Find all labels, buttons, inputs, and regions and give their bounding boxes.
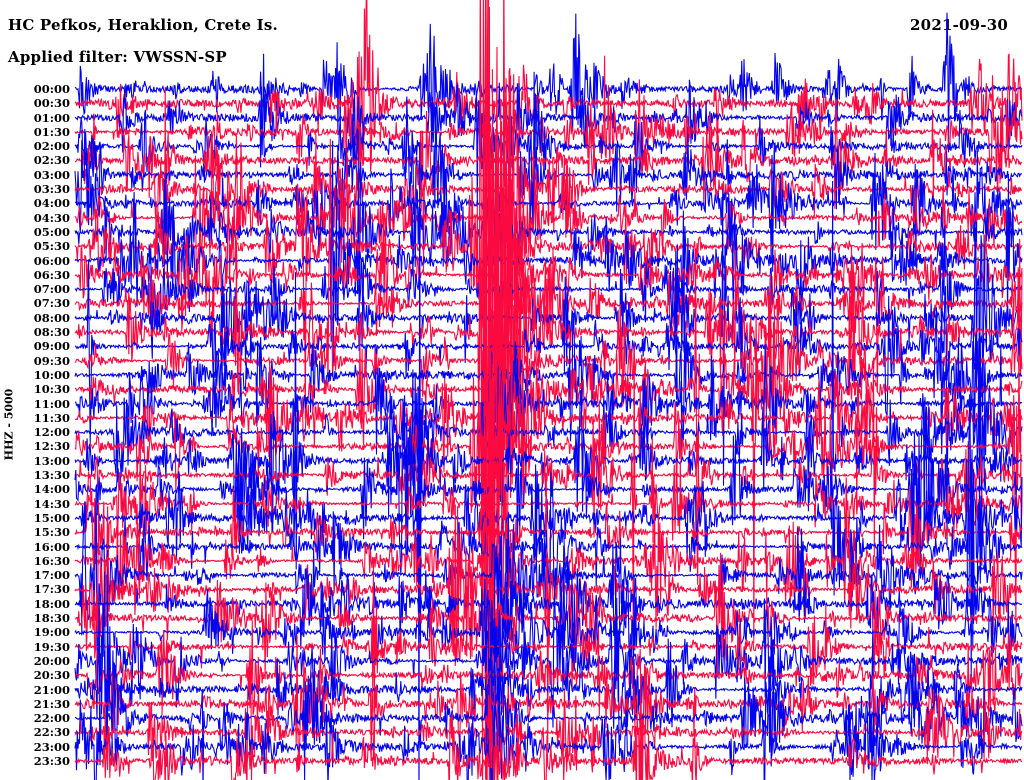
seismogram-trace-11:30 — [74, 244, 1023, 644]
time-label-07:30: 07:30 — [33, 296, 70, 311]
seismogram-trace-13:30 — [74, 357, 1023, 558]
seismogram-trace-16:00 — [74, 394, 1023, 687]
time-label-03:30: 03:30 — [33, 182, 70, 197]
time-label-19:30: 19:30 — [33, 639, 70, 654]
time-label-00:30: 00:30 — [33, 96, 70, 111]
time-label-23:30: 23:30 — [33, 754, 70, 768]
seismogram-trace-07:00 — [74, 188, 1023, 486]
time-label-06:30: 06:30 — [33, 267, 70, 282]
time-label-07:00: 07:00 — [33, 282, 70, 297]
seismogram-trace-14:30 — [74, 350, 1023, 677]
seismogram-trace-20:00 — [74, 571, 1023, 741]
seismogram-trace-19:00 — [74, 579, 1023, 688]
time-label-03:00: 03:00 — [33, 167, 70, 182]
time-label-16:00: 16:00 — [33, 539, 70, 554]
seismogram-trace-23:30 — [74, 708, 1023, 780]
time-label-08:30: 08:30 — [33, 325, 70, 340]
time-label-20:00: 20:00 — [33, 653, 70, 668]
seismogram-trace-17:00 — [74, 487, 1023, 667]
time-label-14:30: 14:30 — [33, 496, 70, 511]
seismogram-trace-22:00 — [74, 661, 1023, 780]
time-label-12:00: 12:00 — [33, 425, 70, 440]
seismogram-trace-21:00 — [74, 603, 1023, 766]
seismogram-trace-03:30 — [74, 67, 1023, 306]
time-label-08:00: 08:00 — [33, 310, 70, 325]
date-label: 2021-09-30 — [910, 16, 1008, 34]
seismogram-trace-08:30 — [74, 0, 1023, 780]
time-axis: 00:00 00:30 01:00 01:30 02:00 02:30 03:00 03:30… — [0, 0, 70, 780]
time-label-01:00: 01:00 — [33, 110, 70, 125]
time-label-09:00: 09:00 — [33, 339, 70, 354]
seismogram-trace-04:00 — [74, 143, 1023, 272]
time-label-12:30: 12:30 — [33, 439, 70, 454]
seismogram-trace-02:00 — [74, 71, 1023, 233]
seismogram-trace-10:00 — [74, 307, 1023, 442]
seismogram-trace-13:00 — [74, 180, 1023, 541]
seismogram-trace-02:30 — [74, 97, 1023, 272]
seismogram-trace-10:30 — [75, 227, 1023, 585]
time-label-01:30: 01:30 — [33, 124, 70, 139]
seismogram-trace-05:00 — [74, 156, 1023, 319]
seismogram-trace-23:00 — [74, 681, 1023, 780]
seismogram-trace-18:30 — [74, 552, 1023, 692]
time-label-17:30: 17:30 — [33, 582, 70, 597]
time-label-11:30: 11:30 — [33, 410, 70, 425]
time-label-04:30: 04:30 — [33, 210, 70, 225]
seismogram-trace-15:30 — [74, 471, 1023, 746]
time-label-17:00: 17:00 — [33, 568, 70, 583]
seismogram-trace-18:00 — [74, 541, 1023, 666]
time-label-06:00: 06:00 — [33, 253, 70, 268]
seismogram-trace-06:00 — [74, 140, 1023, 404]
time-label-14:00: 14:00 — [33, 482, 70, 497]
seismogram-trace-12:00 — [74, 272, 1023, 570]
seismogram-trace-08:00 — [74, 227, 1023, 420]
time-label-13:00: 13:00 — [33, 453, 70, 468]
time-label-10:00: 10:00 — [33, 367, 70, 382]
seismogram-trace-21:30 — [74, 635, 1023, 770]
time-label-05:30: 05:30 — [33, 239, 70, 254]
time-label-02:30: 02:30 — [33, 153, 70, 168]
time-label-16:30: 16:30 — [33, 553, 70, 568]
time-label-10:30: 10:30 — [33, 382, 70, 397]
seismogram-trace-14:00 — [74, 142, 1023, 780]
time-label-04:00: 04:00 — [33, 196, 70, 211]
seismogram-trace-11:00 — [74, 341, 1023, 465]
seismogram-trace-17:30 — [74, 503, 1023, 659]
time-label-19:00: 19:00 — [33, 625, 70, 640]
seismogram-trace-22:30 — [74, 659, 1023, 780]
time-label-05:00: 05:00 — [33, 224, 70, 239]
time-label-21:00: 21:00 — [33, 682, 70, 697]
seismogram-trace-07:30 — [74, 0, 1023, 512]
seismogram-trace-20:30 — [74, 620, 1023, 751]
time-label-13:30: 13:30 — [33, 468, 70, 483]
seismogram-trace-19:30 — [74, 563, 1023, 713]
seismogram-trace-09:30 — [74, 110, 1023, 611]
seismogram-trace-03:00 — [74, 106, 1023, 234]
seismogram-trace-05:30 — [74, 163, 1023, 363]
time-label-22:30: 22:30 — [33, 725, 70, 740]
seismogram-trace-04:30 — [74, 0, 1023, 554]
seismogram-trace-12:30 — [74, 346, 1023, 628]
time-label-15:30: 15:30 — [33, 525, 70, 540]
seismogram-trace-09:00 — [74, 259, 1023, 546]
time-label-11:00: 11:00 — [33, 396, 70, 411]
time-label-22:00: 22:00 — [33, 711, 70, 726]
seismogram-trace-06:30 — [74, 46, 1023, 381]
time-label-23:00: 23:00 — [33, 739, 70, 754]
time-label-09:30: 09:30 — [33, 353, 70, 368]
time-label-02:00: 02:00 — [33, 139, 70, 154]
seismogram-trace-01:30 — [74, 55, 1023, 184]
seismogram-trace-01:00 — [74, 53, 1023, 168]
time-label-21:30: 21:30 — [33, 696, 70, 711]
time-label-00:00: 00:00 — [33, 82, 70, 96]
time-label-18:30: 18:30 — [33, 611, 70, 626]
time-label-15:00: 15:00 — [33, 510, 70, 525]
seismogram-trace-16:30 — [74, 0, 1023, 780]
time-label-18:00: 18:00 — [33, 596, 70, 611]
time-label-20:30: 20:30 — [33, 668, 70, 683]
seismogram-trace-15:00 — [74, 432, 1023, 607]
